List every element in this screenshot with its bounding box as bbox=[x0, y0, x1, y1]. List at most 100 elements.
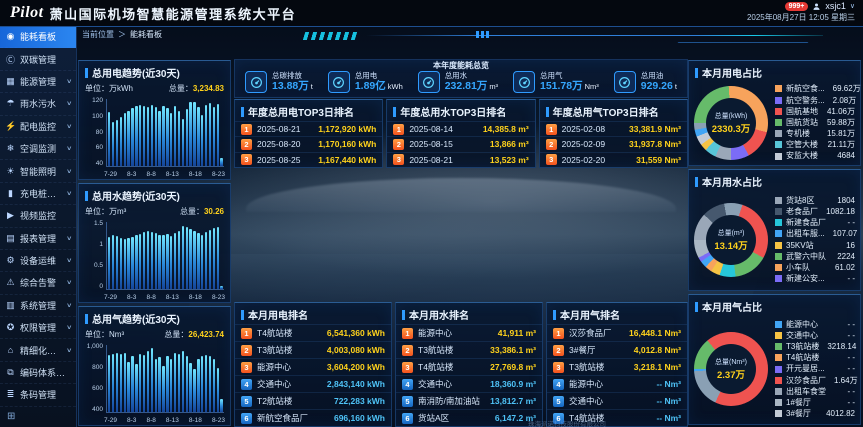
system-icon: ▥ bbox=[6, 299, 15, 310]
sidebar-item-charging[interactable]: ▮ 充电桩监测 ∨ bbox=[0, 183, 76, 206]
rank-badge: 2 bbox=[553, 344, 564, 356]
bar bbox=[127, 361, 130, 412]
sidebar-item-system[interactable]: ▥ 系统管理 ∨ bbox=[0, 295, 76, 318]
sidebar-item-dual-carbon[interactable]: Ⓒ 双碳管理 bbox=[0, 48, 76, 71]
bar bbox=[177, 110, 181, 166]
legend-name: 国航货站 bbox=[786, 117, 818, 127]
bar bbox=[216, 104, 219, 166]
chart-unit-label: 单位：万kWh bbox=[85, 84, 133, 93]
trend-panels-column: 总用电趋势(近30天) 单位：万kWh 总量：3,234.83 120 100 80 60 4… bbox=[78, 60, 231, 426]
rank-row: 4 能源中心 -- Nm³ bbox=[547, 375, 687, 392]
permission-icon: ✪ bbox=[6, 322, 15, 333]
rank-panel: 本月用电排名 1 T4航站楼 6,541,360 kWh 2 T3航站楼 4,003,080… bbox=[234, 302, 392, 427]
rank-name: 能源中心 bbox=[418, 328, 453, 338]
bar bbox=[220, 398, 223, 412]
bar bbox=[123, 352, 126, 412]
sidebar-item-label: 智能照明 bbox=[20, 166, 57, 177]
legend-item: 出租车食堂 - - bbox=[775, 387, 855, 396]
bar bbox=[216, 368, 219, 412]
bar bbox=[154, 106, 157, 166]
y-tick: 1.5 bbox=[93, 220, 103, 227]
sidebar-item-lighting[interactable]: ☀ 智能照明 ∨ bbox=[0, 160, 76, 183]
legend-value: 3218.14 bbox=[827, 342, 857, 352]
rank-value: 13,812.7 m³ bbox=[490, 396, 536, 406]
bar bbox=[189, 229, 192, 289]
top3-panel: 年度总用电TOP3日排名 1 2025-08-21 1,172,920 kWh 2 202… bbox=[234, 99, 384, 168]
energy-icon: ▦ bbox=[6, 75, 15, 86]
username[interactable]: xsjc1 bbox=[825, 1, 846, 11]
rank-row: 1 能源中心 41,911 m³ bbox=[396, 324, 542, 341]
sidebar-item-device-ops[interactable]: ⚙ 设备运维 ∨ bbox=[0, 250, 76, 273]
kpi-unit: t bbox=[674, 82, 677, 92]
power-distribution-icon: ⚡ bbox=[5, 120, 17, 131]
breadcrumb-current[interactable]: 能耗看板 bbox=[130, 30, 162, 39]
chevron-down-icon[interactable]: ∨ bbox=[849, 3, 855, 10]
kpi-label: 总用水 bbox=[444, 70, 468, 80]
annual-energy-overview-panel: 本年度能耗总览 总碳排放 13.88万 t 总用电 1.89亿 kWh 总用水 232.81万… bbox=[234, 59, 688, 98]
legend-item: 汉莎食品厂 1.64万 bbox=[775, 376, 858, 385]
bar bbox=[212, 359, 216, 412]
bar bbox=[177, 230, 181, 289]
rank-badge: 2 bbox=[393, 138, 405, 150]
bar bbox=[181, 350, 185, 412]
legend-item: 新建食品厂 - - bbox=[775, 218, 855, 227]
sidebar-item-label: 报表管理 bbox=[20, 233, 57, 244]
sidebar-item-label: 设备运维 bbox=[20, 256, 57, 267]
sidebar-item-energy-board[interactable]: ◉ 能耗看板 bbox=[0, 26, 76, 49]
sidebar-item-barcode[interactable]: ≣ 条码管理 bbox=[0, 384, 76, 407]
sidebar-item-alarm[interactable]: ⚠ 综合告警 ∨ bbox=[0, 272, 76, 295]
legend-item: T4航站楼 - - bbox=[775, 353, 855, 362]
sidebar-item-rain-sewage[interactable]: ☂ 雨水污水 ∨ bbox=[0, 93, 76, 116]
top3-row: 1 2025-02-08 33,381.9 Nm³ bbox=[539, 121, 687, 136]
sidebar-item-report[interactable]: ▤ 报表管理 ∨ bbox=[0, 228, 76, 250]
legend-swatch bbox=[775, 354, 782, 362]
legend-value: 4684 bbox=[837, 151, 855, 161]
x-tick: 8-8 bbox=[146, 417, 156, 424]
legend-swatch bbox=[775, 196, 782, 204]
kpi-item: 总用水 232.81万 m³ bbox=[417, 70, 498, 93]
bar bbox=[212, 106, 216, 166]
rank-name: 3#餐厅 bbox=[569, 345, 596, 355]
breadcrumb-label: 当前位置 bbox=[82, 30, 114, 39]
legend-name: 专机楼 bbox=[786, 129, 810, 139]
legend-item: T3航站楼 3218.14 bbox=[775, 342, 857, 352]
kpi-item: 总用气 151.78万 Nm³ bbox=[513, 71, 599, 93]
legend-name: 1#餐厅 bbox=[786, 397, 811, 407]
panel-title: 本月用水排名 bbox=[396, 303, 542, 324]
legend-name: 新建食品厂 bbox=[786, 218, 826, 228]
sidebar-item-permission[interactable]: ✪ 权限管理 ∨ bbox=[0, 317, 76, 340]
rank-badge: 1 bbox=[545, 123, 557, 135]
kpi-label: 总用电 bbox=[354, 70, 378, 80]
sidebar-item-power-dist[interactable]: ⚡ 配电监控 ∨ bbox=[0, 116, 76, 138]
sidebar-item-coding[interactable]: ⧉ 编码体系管理 bbox=[0, 362, 76, 385]
sidebar-item-fine-mgmt[interactable]: ⌂ 精细化管理 ∨ bbox=[0, 339, 76, 362]
legend-value: 16 bbox=[846, 240, 855, 250]
sidebar-item-hvac[interactable]: ❄ 空调监测 ∨ bbox=[0, 138, 76, 161]
rank-name: 交通中心 bbox=[569, 396, 604, 406]
bar bbox=[150, 231, 154, 289]
rank-badge: 4 bbox=[553, 378, 564, 390]
rank-badge: 1 bbox=[402, 327, 413, 339]
legend-swatch bbox=[775, 230, 782, 238]
sidebar-item-energy-mgmt[interactable]: ▦ 能源管理 ∨ bbox=[0, 71, 76, 94]
rank-badge: 3 bbox=[402, 361, 413, 373]
x-tick: 8-13 bbox=[165, 294, 179, 301]
rank-row: 6 新航空食品厂 696,160 kWh bbox=[235, 409, 391, 426]
rain-water-icon: ☂ bbox=[6, 98, 15, 109]
panel-title: 本月用水占比 bbox=[689, 170, 860, 191]
panel-title: 本月用气占比 bbox=[689, 295, 860, 316]
sidebar-item-video[interactable]: ▶ 视频监控 bbox=[0, 205, 76, 228]
sidebar-bottom-icon[interactable]: ⊞ bbox=[7, 411, 16, 422]
notification-badge[interactable]: 999+ bbox=[784, 1, 809, 11]
user-menu[interactable]: 999+ xsjc1 ∨ bbox=[784, 1, 855, 11]
chart-plot-area bbox=[106, 345, 224, 413]
bar bbox=[189, 101, 192, 166]
legend-item: 能源中心 - - bbox=[775, 320, 855, 329]
panel-title: 总用水趋势(近30天) bbox=[79, 184, 230, 205]
legend-value: - - bbox=[847, 353, 855, 363]
bar bbox=[119, 353, 123, 412]
y-tick: 800 bbox=[92, 364, 103, 371]
bar bbox=[150, 104, 154, 166]
title-accent-bar bbox=[553, 309, 556, 320]
legend-item: 国航货站 59.88万 bbox=[775, 118, 855, 127]
